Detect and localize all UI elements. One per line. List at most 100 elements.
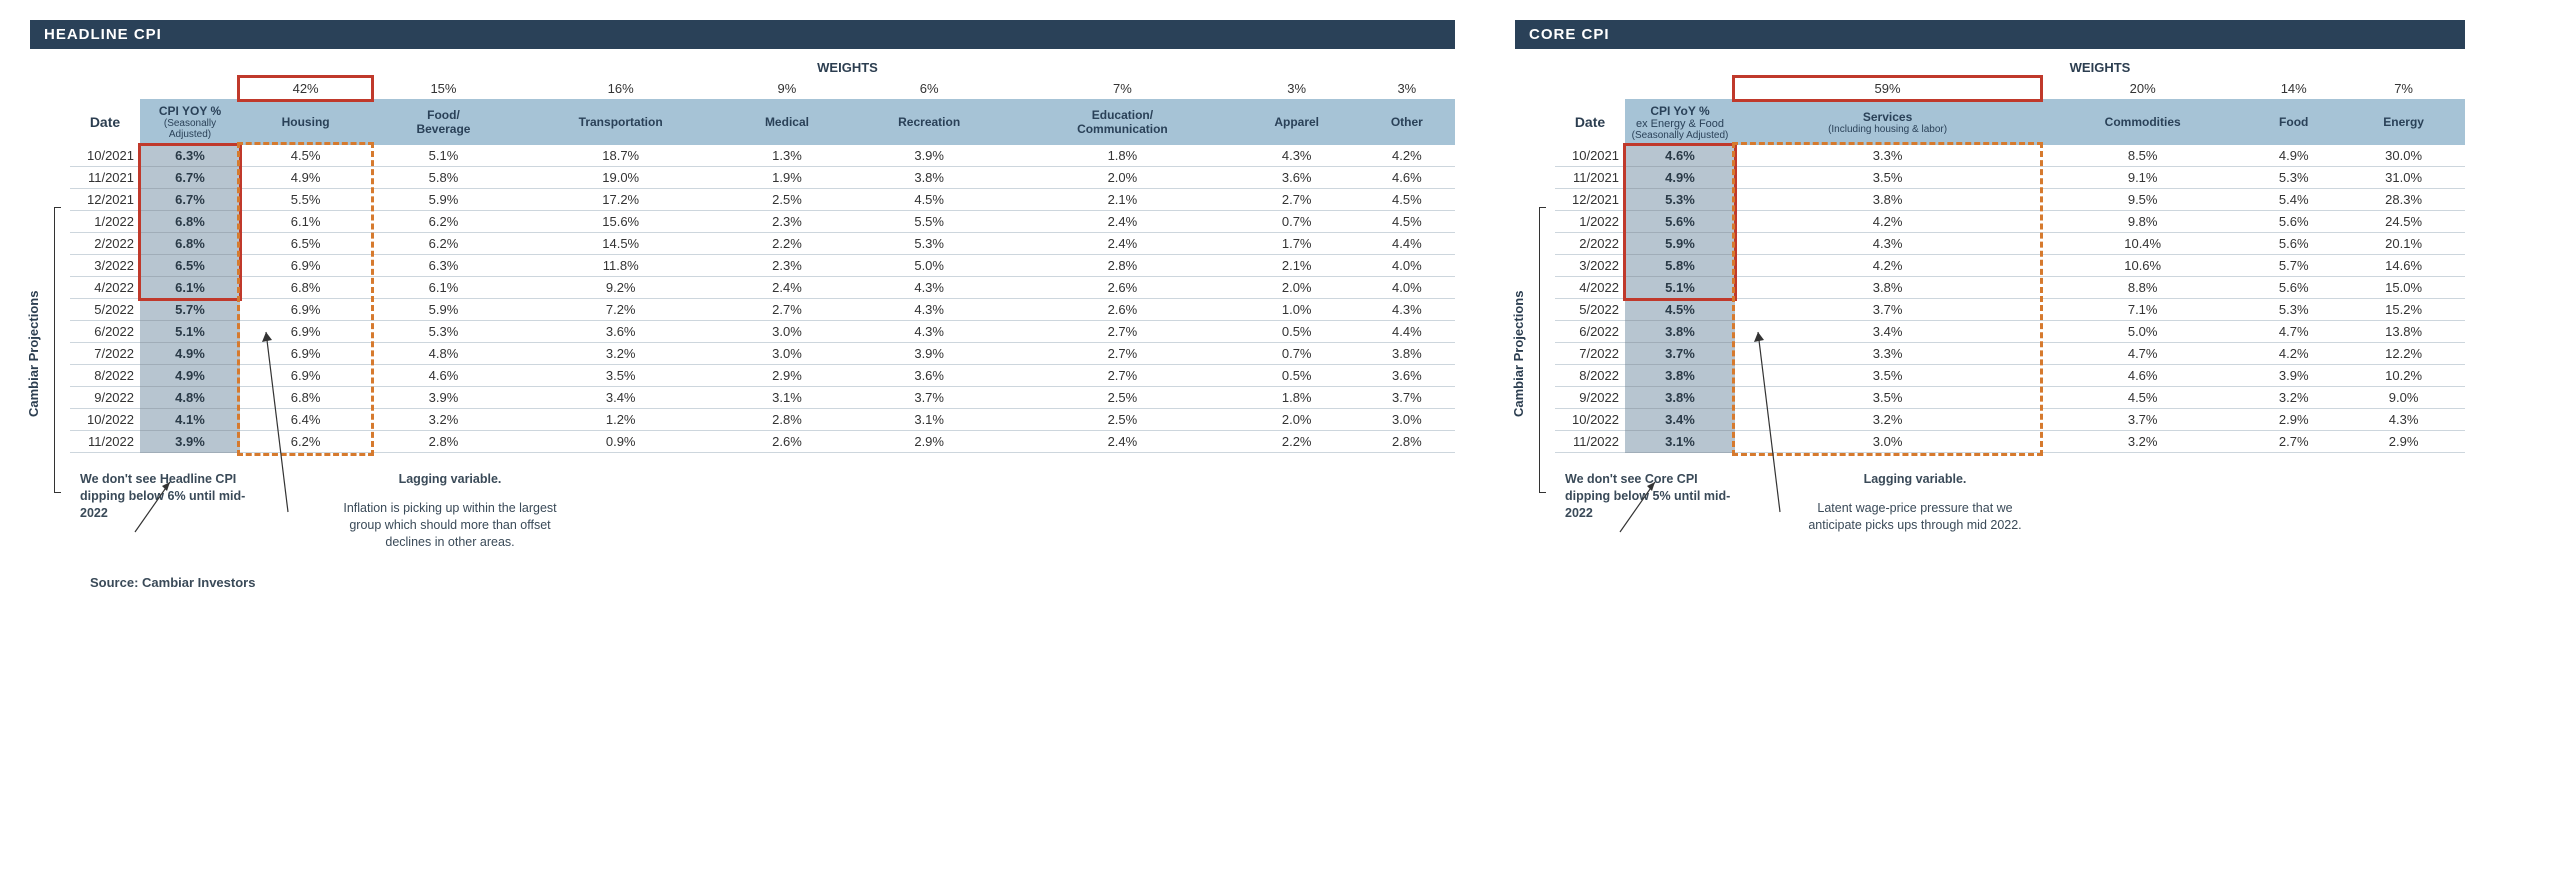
value-cell: 3.2% [371, 409, 515, 431]
column-header: Food/Beverage [371, 99, 515, 145]
core-panel: CORE CPI Cambiar Projections WEIGHTS 59%… [1515, 20, 2465, 534]
main-container: HEADLINE CPI Cambiar Projections WEIGHTS… [30, 20, 2530, 590]
cpi-cell: 4.9% [1625, 167, 1735, 189]
weights-label-row: WEIGHTS [1555, 57, 2465, 78]
value-cell: 2.7% [1235, 189, 1359, 211]
value-cell: 5.9% [371, 299, 515, 321]
table-row: 10/20216.3%4.5%5.1%18.7%1.3%3.9%1.8%4.3%… [70, 145, 1455, 167]
value-cell: 2.7% [1010, 343, 1235, 365]
core-header-row: Date CPI YoY % ex Energy & Food (Seasona… [1555, 99, 2465, 145]
core-weights-row: 59%20%14%7% [1555, 78, 2465, 99]
table-row: 9/20224.8%6.8%3.9%3.4%3.1%3.7%2.5%1.8%3.… [70, 387, 1455, 409]
value-cell: 6.9% [240, 299, 371, 321]
projections-bracket [1539, 207, 1545, 493]
value-cell: 1.2% [516, 409, 726, 431]
column-header: Recreation [848, 99, 1010, 145]
value-cell: 4.3% [1359, 299, 1455, 321]
value-cell: 3.2% [1735, 409, 2040, 431]
table-row: 2/20226.8%6.5%6.2%14.5%2.2%5.3%2.4%1.7%4… [70, 233, 1455, 255]
value-cell: 9.0% [2342, 387, 2465, 409]
value-cell: 3.1% [848, 409, 1010, 431]
value-cell: 9.2% [516, 277, 726, 299]
cpi-cell: 4.9% [140, 343, 240, 365]
cpi-cell: 4.5% [1625, 299, 1735, 321]
core-notes: We don't see Core CPI dipping below 5% u… [1515, 471, 2465, 534]
value-cell: 6.8% [240, 387, 371, 409]
value-cell: 28.3% [2342, 189, 2465, 211]
value-cell: 5.3% [2245, 299, 2342, 321]
value-cell: 4.3% [848, 277, 1010, 299]
table-row: 7/20223.7%3.3%4.7%4.2%12.2% [1555, 343, 2465, 365]
value-cell: 4.4% [1359, 233, 1455, 255]
value-cell: 11.8% [516, 255, 726, 277]
table-row: 10/20214.6%3.3%8.5%4.9%30.0% [1555, 145, 2465, 167]
value-cell: 15.6% [516, 211, 726, 233]
value-cell: 3.8% [848, 167, 1010, 189]
value-cell: 15.0% [2342, 277, 2465, 299]
value-cell: 6.1% [371, 277, 515, 299]
headline-panel: HEADLINE CPI Cambiar Projections WEIGHTS… [30, 20, 1455, 590]
date-cell: 11/2022 [70, 431, 140, 453]
cpi-cell: 3.7% [1625, 343, 1735, 365]
value-cell: 3.6% [848, 365, 1010, 387]
date-cell: 12/2021 [1555, 189, 1625, 211]
value-cell: 10.2% [2342, 365, 2465, 387]
table-row: 10/20223.4%3.2%3.7%2.9%4.3% [1555, 409, 2465, 431]
date-cell: 1/2022 [70, 211, 140, 233]
date-cell: 8/2022 [70, 365, 140, 387]
value-cell: 2.6% [726, 431, 849, 453]
cpi-cell: 6.8% [140, 211, 240, 233]
date-cell: 10/2022 [1555, 409, 1625, 431]
value-cell: 17.2% [516, 189, 726, 211]
table-row: 4/20225.1%3.8%8.8%5.6%15.0% [1555, 277, 2465, 299]
value-cell: 6.9% [240, 321, 371, 343]
core-tbody: 10/20214.6%3.3%8.5%4.9%30.0%11/20214.9%3… [1555, 145, 2465, 453]
value-cell: 2.8% [1010, 255, 1235, 277]
value-cell: 2.8% [726, 409, 849, 431]
headline-weights-row: 42%15%16%9%6%7%3%3% [70, 78, 1455, 99]
value-cell: 2.1% [1010, 189, 1235, 211]
value-cell: 2.4% [726, 277, 849, 299]
value-cell: 4.5% [240, 145, 371, 167]
value-cell: 4.5% [1359, 189, 1455, 211]
headline-table-area: Cambiar Projections WEIGHTS 42%15%16%9%6… [30, 57, 1455, 453]
value-cell: 7.1% [2040, 299, 2245, 321]
value-cell: 0.7% [1235, 343, 1359, 365]
value-cell: 4.6% [2040, 365, 2245, 387]
date-cell: 9/2022 [70, 387, 140, 409]
headline-header-row: Date CPI YOY %(Seasonally Adjusted) Hous… [70, 99, 1455, 145]
value-cell: 2.0% [1235, 409, 1359, 431]
value-cell: 4.3% [1235, 145, 1359, 167]
date-cell: 10/2021 [70, 145, 140, 167]
value-cell: 4.7% [2245, 321, 2342, 343]
value-cell: 4.3% [2342, 409, 2465, 431]
table-row: 3/20225.8%4.2%10.6%5.7%14.6% [1555, 255, 2465, 277]
value-cell: 6.2% [371, 211, 515, 233]
table-row: 6/20225.1%6.9%5.3%3.6%3.0%4.3%2.7%0.5%4.… [70, 321, 1455, 343]
value-cell: 3.2% [516, 343, 726, 365]
value-cell: 2.7% [2245, 431, 2342, 453]
column-header: Housing [240, 99, 371, 145]
column-header: Medical [726, 99, 849, 145]
value-cell: 2.7% [726, 299, 849, 321]
cpi-cell: 6.5% [140, 255, 240, 277]
value-cell: 4.2% [1735, 255, 2040, 277]
core-note-services: Lagging variable. Latent wage-price pres… [1795, 471, 2035, 534]
column-header: Energy [2342, 99, 2465, 145]
value-cell: 5.0% [848, 255, 1010, 277]
value-cell: 2.4% [1010, 211, 1235, 233]
source-label: Source: Cambiar Investors [30, 575, 1455, 590]
column-header: Other [1359, 99, 1455, 145]
cpi-header: CPI YOY %(Seasonally Adjusted) [140, 99, 240, 145]
cpi-cell: 6.3% [140, 145, 240, 167]
cpi-cell: 3.9% [140, 431, 240, 453]
value-cell: 2.5% [726, 189, 849, 211]
date-cell: 9/2022 [1555, 387, 1625, 409]
value-cell: 5.3% [2245, 167, 2342, 189]
value-cell: 4.3% [848, 321, 1010, 343]
date-cell: 4/2022 [70, 277, 140, 299]
date-header: Date [1555, 99, 1625, 145]
table-row: 2/20225.9%4.3%10.4%5.6%20.1% [1555, 233, 2465, 255]
cpi-cell: 4.8% [140, 387, 240, 409]
value-cell: 5.3% [371, 321, 515, 343]
